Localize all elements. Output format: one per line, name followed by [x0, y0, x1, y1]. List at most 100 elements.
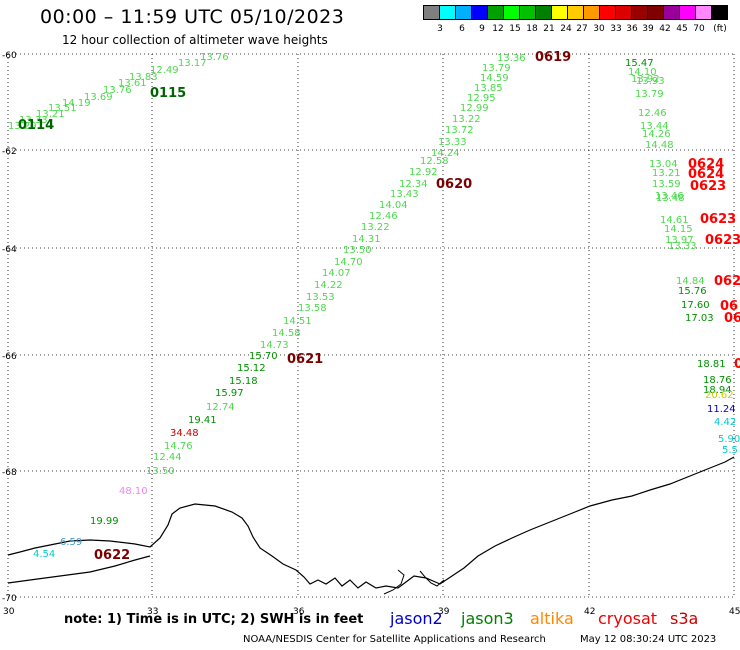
wave-height-label: 13.04 — [649, 159, 678, 170]
wave-height-label: 4.42 — [714, 417, 736, 428]
scale-tick-label: 42 — [659, 24, 671, 34]
latitude-tick-label: -62 — [2, 147, 17, 157]
satellite-legend-item: altika — [530, 609, 574, 628]
scale-tick-label: 6 — [459, 24, 465, 34]
scale-tick-label: 12 — [492, 24, 504, 34]
pass-time-label: 0619 — [535, 50, 571, 65]
wave-height-label: 18.76 — [703, 375, 732, 386]
wave-height-label: 13.79 — [635, 89, 664, 100]
wave-height-label: 13.61 — [118, 78, 147, 89]
wave-height-label: 14.10 — [628, 67, 657, 78]
wave-height-label: 14.26 — [642, 129, 671, 140]
latitude-tick-label: -64 — [2, 245, 17, 255]
wave-height-label: 13.83 — [129, 72, 158, 83]
wave-height-label: 12.92 — [409, 167, 438, 178]
wave-height-label: 13.33 — [668, 241, 697, 252]
scale-tick-label: 9 — [479, 24, 485, 34]
wave-height-label: 13.36 — [497, 53, 526, 64]
pass-time-label: 0623 — [700, 212, 736, 227]
longitude-tick-label: 30 — [3, 607, 15, 617]
pass-time-label: 0622 — [94, 548, 130, 563]
color-swatch — [711, 5, 728, 20]
wave-height-label: 13.46 — [655, 191, 684, 202]
wave-height-label: 19.41 — [188, 415, 217, 426]
wave-height-label: 17.60 — [681, 300, 710, 311]
wave-height-label: 15.76 — [678, 286, 707, 297]
pass-time-label: 06 — [724, 311, 740, 326]
coastline — [7, 456, 735, 595]
scale-tick-label: 39 — [642, 24, 654, 34]
wave-height-label: 15.70 — [249, 351, 278, 362]
wave-height-label: 14.73 — [260, 340, 289, 351]
scale-tick-label: 18 — [526, 24, 538, 34]
wave-height-label: 14.31 — [352, 234, 381, 245]
satellite-legend-item: jason3 — [461, 609, 514, 628]
satellite-legend-item: cryosat — [598, 609, 658, 628]
wave-height-labels: 13.2913.3313.2113.5114.1913.6913.7613.61… — [8, 50, 740, 563]
wave-height-label: 13.50 — [343, 245, 372, 256]
wave-height-label: 13.51 — [48, 103, 77, 114]
wave-height-label: 14.59 — [480, 73, 509, 84]
latitude-tick-label: -68 — [2, 468, 17, 478]
pass-time-label: 0624 — [688, 167, 724, 182]
wave-height-label: 13.69 — [84, 92, 113, 103]
wave-height-label: 34.48 — [170, 428, 199, 439]
wave-height-label: 14.76 — [164, 441, 193, 452]
map-subtitle: 12 hour collection of altimeter wave hei… — [62, 33, 328, 47]
wave-height-label: 14.04 — [379, 200, 408, 211]
coastline-path — [7, 456, 735, 589]
wave-height-label: 12.58 — [420, 156, 449, 167]
longitude-tick-label: 36 — [293, 607, 305, 617]
wave-height-label: 13.29 — [8, 121, 37, 132]
scale-unit-label: (ft) — [713, 24, 727, 34]
scale-tick-label: 30 — [593, 24, 605, 34]
pass-time-label: 0115 — [150, 86, 186, 101]
satellite-legend-item: s3a — [670, 609, 699, 628]
wave-height-label: 12.74 — [206, 402, 235, 413]
generated-timestamp: May 12 08:30:24 UTC 2023 — [580, 634, 717, 645]
wave-height-label: 13.17 — [178, 58, 207, 69]
wave-height-label: 12.34 — [399, 179, 428, 190]
scale-tick-label: 24 — [560, 24, 572, 34]
wave-height-label: 13.76 — [200, 52, 229, 63]
wave-height-label: 13.33 — [19, 115, 48, 126]
pass-time-label: 06 — [720, 299, 738, 314]
satellite-legend-item: jason2 — [390, 609, 443, 628]
wave-height-label: 13.48 — [656, 193, 685, 204]
wave-height-label: 12.44 — [153, 452, 182, 463]
latitude-tick-label: -66 — [2, 352, 17, 362]
pass-time-label: 062 — [714, 274, 740, 289]
scale-tick-label: 36 — [626, 24, 638, 34]
wave-height-label: 13.21 — [36, 109, 65, 120]
wave-height-label: 12.46 — [369, 211, 398, 222]
wave-height-label: 14.24 — [431, 148, 460, 159]
pass-time-label: 0114 — [18, 118, 54, 133]
wave-height-label: 14.48 — [645, 140, 674, 151]
pass-time-label: 0620 — [436, 177, 472, 192]
credit-text: NOAA/NESDIS Center for Satellite Applica… — [243, 634, 546, 645]
wave-height-label: 15.12 — [237, 363, 266, 374]
longitude-tick-label: 45 — [729, 607, 740, 617]
wave-height-label: 11.24 — [707, 404, 736, 415]
wave-height-label: 13.72 — [445, 125, 474, 136]
wave-height-label: 20.62 — [705, 390, 734, 401]
wave-height-label: 5.90 — [718, 434, 740, 445]
pass-time-label: 0623 — [705, 233, 740, 248]
scale-tick-label: 21 — [543, 24, 555, 34]
wave-height-label: 14.07 — [322, 268, 351, 279]
longitude-tick-label: 39 — [438, 607, 450, 617]
wave-height-label: 13.93 — [636, 76, 665, 87]
wave-height-label: 13.97 — [665, 235, 694, 246]
lat-lon-grid — [7, 53, 735, 598]
pass-time-label: 0623 — [690, 179, 726, 194]
wave-height-label: 13.59 — [652, 179, 681, 190]
wave-height-label: 13.22 — [452, 114, 481, 125]
wave-height-label: 5.5 — [722, 445, 738, 456]
wave-height-label: 13.79 — [482, 63, 511, 74]
coastline-west-path — [7, 555, 151, 584]
wave-height-label: 14.61 — [660, 215, 689, 226]
wave-height-label: 14.19 — [62, 98, 91, 109]
scale-tick-label: 33 — [610, 24, 622, 34]
wave-height-label: 18.81 — [697, 359, 726, 370]
